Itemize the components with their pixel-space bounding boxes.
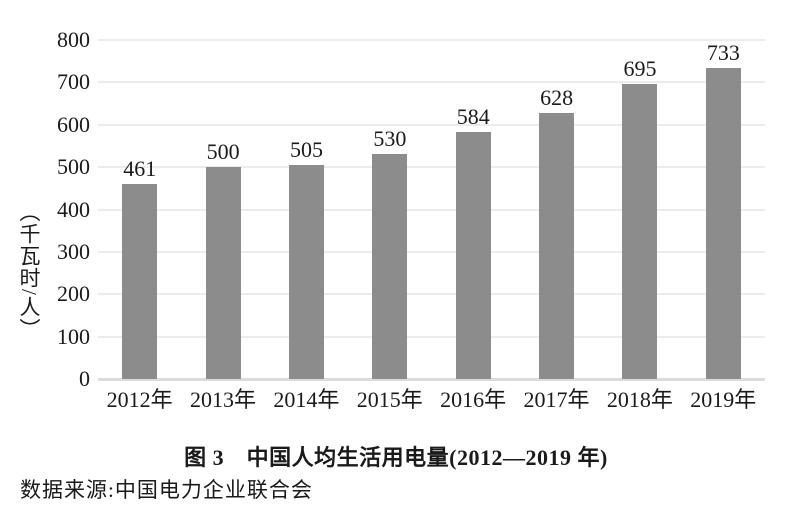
bar-value-label: 530 (373, 126, 407, 152)
bar-value-label: 500 (206, 139, 240, 165)
bar (288, 165, 324, 379)
y-tick-label: 600 (57, 111, 90, 137)
chart-caption: 图 3 中国人均生活用电量(2012—2019 年) (184, 445, 608, 470)
gridline (98, 123, 765, 126)
y-tick-label: 100 (57, 323, 90, 349)
gridline (98, 293, 765, 296)
x-tick-label: 2018年 (606, 387, 673, 412)
y-tick-label: 200 (57, 281, 90, 307)
bar (705, 68, 741, 379)
gridline (98, 81, 765, 84)
x-axis-line (98, 378, 765, 381)
x-tick-label: 2012年 (106, 387, 173, 412)
x-tick-label: 2014年 (273, 387, 340, 412)
bar (622, 84, 658, 379)
y-tick-label: 0 (79, 366, 90, 391)
bar-value-label: 461 (123, 155, 157, 181)
y-tick-label: 700 (57, 69, 90, 95)
bar-value-label: 733 (706, 40, 740, 66)
y-tick-label: 500 (57, 154, 90, 180)
y-tick-label: 300 (57, 238, 90, 264)
gridline (98, 166, 765, 169)
bar (455, 131, 491, 379)
x-tick-label: 2013年 (190, 387, 257, 412)
bar (539, 112, 575, 379)
data-source-note: 数据来源:中国电力企业联合会 (20, 478, 313, 502)
bar-value-label: 695 (623, 56, 657, 82)
bar (205, 167, 241, 379)
y-axis-title: （千瓦时/人） (17, 200, 41, 340)
x-tick-label: 2019年 (690, 387, 757, 412)
x-tick-label: 2016年 (440, 387, 507, 412)
gridline (98, 208, 765, 211)
gridline (98, 250, 765, 253)
x-tick-label: 2017年 (523, 387, 590, 412)
bar-value-label: 628 (540, 84, 574, 110)
gridline (98, 39, 765, 41)
y-tick-label: 800 (57, 27, 90, 52)
bar-value-label: 584 (456, 103, 490, 129)
bar (372, 154, 408, 379)
bar (122, 183, 158, 379)
bar-value-label: 505 (289, 137, 323, 162)
y-tick-label: 400 (57, 196, 90, 222)
gridline (98, 335, 765, 338)
x-tick-label: 2015年 (356, 387, 423, 412)
